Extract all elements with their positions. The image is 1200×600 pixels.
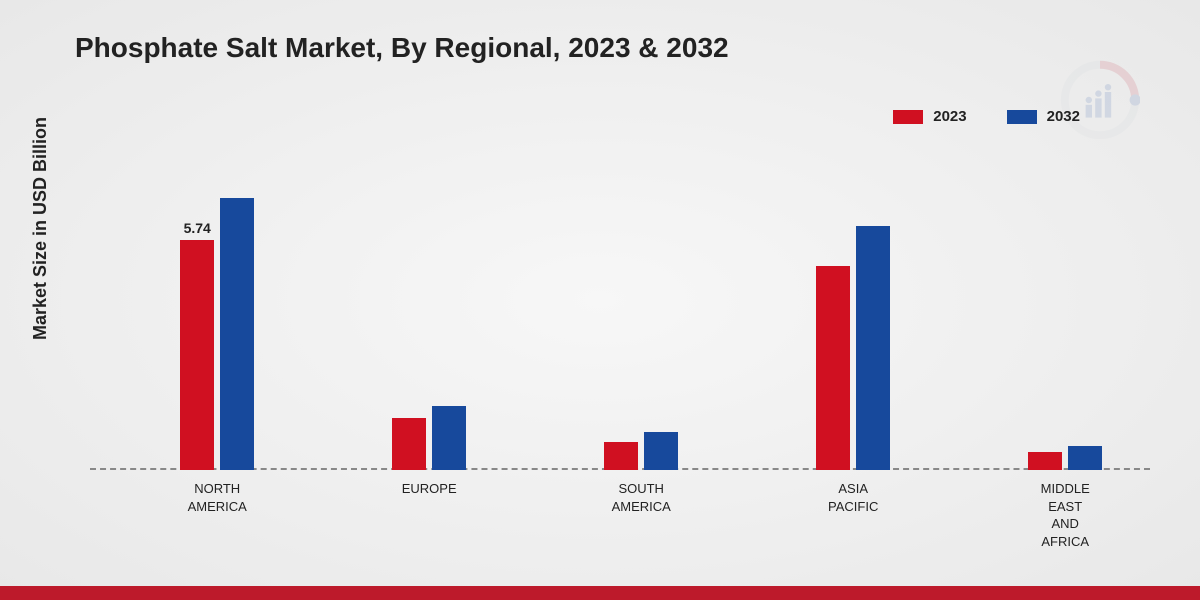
category-label: EUROPE — [359, 480, 499, 498]
y-axis-label: Market Size in USD Billion — [30, 117, 51, 340]
legend-label-2023: 2023 — [933, 108, 966, 125]
legend-item-2023: 2023 — [893, 108, 966, 125]
bar-2032 — [1068, 446, 1102, 470]
watermark-logo — [1060, 60, 1140, 140]
legend-label-2032: 2032 — [1047, 108, 1080, 125]
bar-2023 — [1028, 452, 1062, 470]
bar-2023 — [604, 442, 638, 470]
legend-item-2032: 2032 — [1007, 108, 1080, 125]
bar-group: SOUTHAMERICA — [604, 432, 678, 470]
bar-2023 — [816, 266, 850, 470]
category-label: NORTHAMERICA — [147, 480, 287, 515]
bar-group: MIDDLEEASTANDAFRICA — [1028, 446, 1102, 470]
category-label: MIDDLEEASTANDAFRICA — [995, 480, 1135, 550]
legend-swatch-2032 — [1007, 110, 1037, 124]
footer-accent-bar — [0, 586, 1200, 600]
bar-2032 — [644, 432, 678, 470]
bar-2023 — [392, 418, 426, 470]
category-label: ASIAPACIFIC — [783, 480, 923, 515]
legend-swatch-2023 — [893, 110, 923, 124]
bar-group: 5.74NORTHAMERICA — [180, 198, 254, 470]
page-root: Phosphate Salt Market, By Regional, 2023… — [0, 0, 1200, 600]
bar-2023: 5.74 — [180, 240, 214, 470]
bar-value-label: 5.74 — [180, 220, 214, 236]
bar-2032 — [220, 198, 254, 470]
bar-2032 — [856, 226, 890, 470]
legend: 2023 2032 — [893, 108, 1080, 125]
category-label: SOUTHAMERICA — [571, 480, 711, 515]
bar-2032 — [432, 406, 466, 470]
bar-group: EUROPE — [392, 406, 466, 470]
chart-title: Phosphate Salt Market, By Regional, 2023… — [75, 32, 729, 64]
chart-area: 5.74NORTHAMERICA EUROPE SOUTHAMERICA ASIAPA… — [90, 150, 1150, 470]
bar-group: ASIAPACIFIC — [816, 226, 890, 470]
